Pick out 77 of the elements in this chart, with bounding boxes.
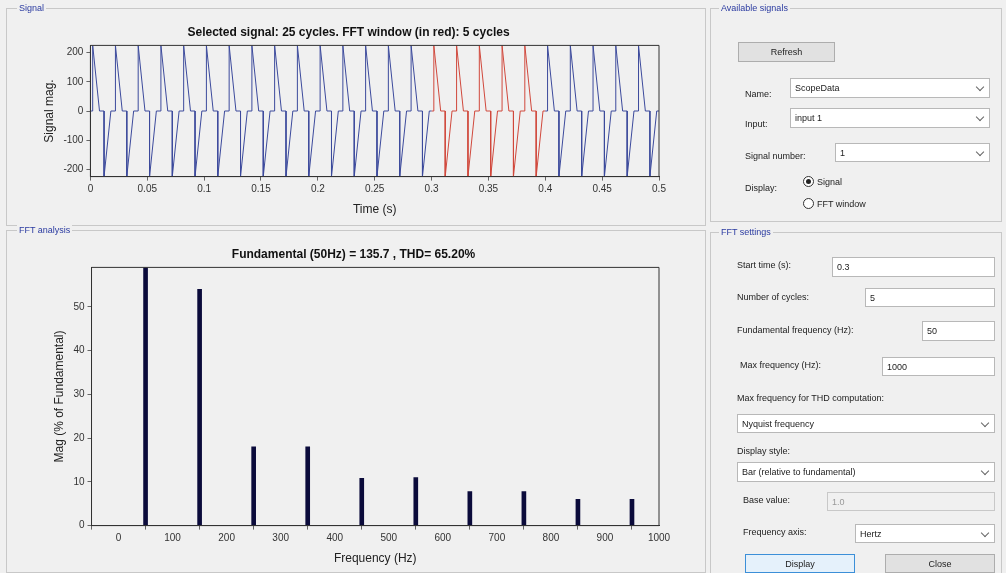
text: Max frequency (Hz):: [740, 360, 822, 370]
chart-title: Selected signal: 25 cycles. FFT window (in red): 5 cycles: [187, 24, 510, 39]
text: Max frequency for THD computation:: [737, 393, 884, 403]
x-tick-label: 0.35: [478, 183, 499, 195]
text-field: 1000: [882, 357, 995, 376]
text-field: 50: [922, 321, 995, 341]
y-tick-label: 0: [77, 104, 84, 116]
y-tick-label: 200: [66, 46, 84, 58]
button: Display: [745, 554, 855, 573]
x-tick-label: 0: [87, 183, 94, 195]
x-tick-label: 800: [542, 532, 560, 544]
text: Available signals: [721, 3, 788, 13]
text: Input:: [745, 119, 768, 129]
y-tick-label: 0: [78, 519, 85, 531]
x-tick-label: 0.45: [592, 183, 613, 195]
y-tick-label: 20: [73, 431, 85, 443]
x-tick-label: 0.2: [310, 183, 326, 195]
text: Signal: [817, 176, 843, 187]
x-tick-label: 0.3: [424, 183, 439, 195]
dropdown-field: 1: [835, 143, 990, 162]
text: Signal number:: [745, 151, 806, 161]
text: Display:: [745, 183, 778, 193]
x-tick-label: 0.5: [652, 183, 667, 195]
y-tick-label: 30: [73, 388, 85, 400]
x-tick-label: 0.1: [197, 183, 212, 195]
y-tick-label: -200: [63, 163, 84, 175]
x-tick-label: 400: [326, 532, 344, 544]
x-axis-title: Time (s): [352, 202, 397, 217]
text: FFT window: [817, 198, 866, 209]
dropdown-field: Nyquist frequency: [737, 414, 995, 433]
y-tick-label: 10: [73, 475, 85, 487]
text: FFT analysis: [17, 224, 73, 236]
bar: [359, 478, 365, 526]
x-tick-label: 100: [164, 532, 182, 544]
y-tick-label: 40: [73, 344, 85, 356]
text: Signal: [17, 2, 47, 14]
text-field: 1.0: [827, 492, 995, 511]
bar: [251, 446, 256, 526]
y-axis-title: Signal mag.: [41, 79, 56, 143]
text: Base value:: [743, 495, 791, 505]
x-tick-label: 0.15: [251, 183, 272, 195]
x-axis-title: Frequency (Hz): [333, 551, 417, 566]
dropdown-field: input 1: [790, 108, 990, 128]
x-tick-label: 200: [218, 532, 236, 544]
text: Name:: [745, 89, 772, 99]
text: Display style:: [737, 446, 791, 456]
x-tick-label: 900: [596, 532, 614, 544]
x-tick-label: 0.4: [538, 183, 553, 195]
bar: [305, 446, 311, 526]
text: Start time (s):: [737, 260, 792, 270]
text: Frequency axis:: [743, 527, 807, 537]
x-tick-label: 700: [488, 532, 506, 544]
text: FFT settings: [721, 227, 771, 237]
text: Number of cycles:: [737, 292, 810, 302]
x-tick-label: 0.05: [137, 183, 158, 195]
dropdown-field: Bar (relative to fundamental): [737, 462, 995, 482]
chart-title: Fundamental (50Hz) = 135.7 , THD= 65.20%: [231, 246, 476, 261]
dropdown-field: ScopeData: [790, 78, 990, 98]
y-tick-label: -100: [63, 133, 84, 145]
bar: [197, 288, 202, 526]
text: Fundamental frequency (Hz):: [737, 325, 854, 335]
x-tick-label: 0: [115, 532, 122, 544]
button: Refresh: [738, 42, 835, 62]
x-tick-label: 300: [272, 532, 290, 544]
dropdown-field: Hertz: [855, 524, 995, 543]
x-tick-label: 500: [380, 532, 398, 544]
x-tick-label: 1000: [647, 532, 671, 544]
bar: [413, 477, 419, 526]
y-axis-title: Mag (% of Fundamental): [51, 330, 66, 463]
y-tick-label: 50: [73, 300, 85, 312]
x-tick-label: 600: [434, 532, 452, 544]
bar: [143, 267, 148, 526]
y-tick-label: 100: [66, 75, 84, 87]
button: Close: [885, 554, 995, 573]
text-field: 5: [865, 288, 995, 307]
text-field: 0.3: [832, 257, 995, 277]
x-tick-label: 0.25: [364, 183, 385, 195]
